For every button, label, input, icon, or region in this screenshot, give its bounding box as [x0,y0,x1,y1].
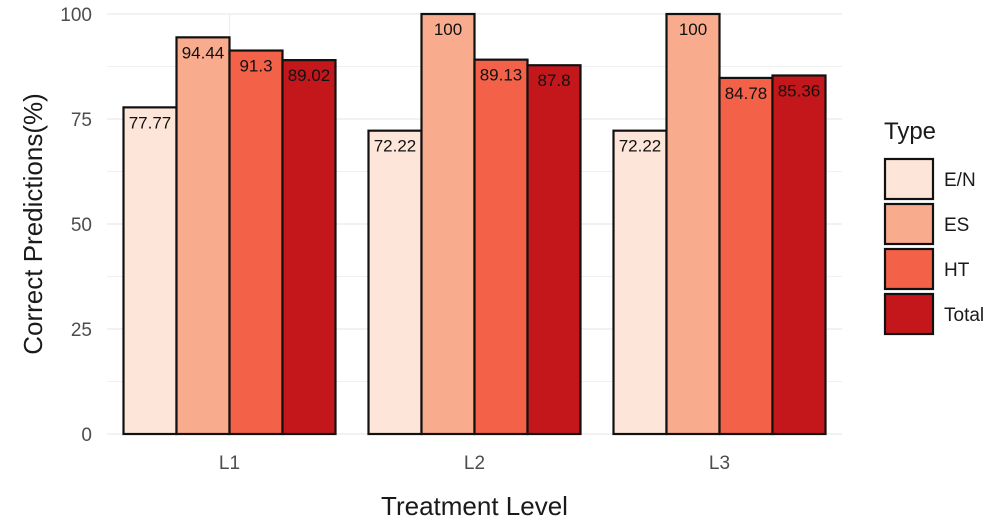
bar-value-label: 89.13 [480,66,523,85]
bar [473,58,529,436]
bar [612,129,668,436]
legend-label: E/N [944,170,976,191]
bar-value-label: 84.78 [725,84,768,103]
y-axis-ticks: 0 25 50 75 100 [60,5,92,446]
bar [228,49,284,436]
legend-swatch [883,247,935,291]
bar-value-label: 89.02 [288,66,331,85]
x-axis-ticks: L1 L2 L3 [219,453,730,474]
y-tick-label: 25 [71,320,92,341]
legend-swatch [883,292,935,336]
x-axis-title: Treatment Level [381,491,568,521]
bar [718,76,774,436]
y-tick-label: 100 [60,5,92,26]
data-labels: 77.77 94.44 91.3 89.02 72.22 100 89.13 87.8 72.2… [129,20,821,156]
legend-title: Type [884,118,936,145]
bar [420,12,476,436]
bar [367,129,423,436]
legend-items: E/N ES HT Total [883,157,984,336]
bar-value-label: 72.22 [374,137,417,156]
bar-value-label: 72.22 [619,137,662,156]
legend-label: HT [944,260,970,281]
bar-value-label: 77.77 [129,113,172,132]
x-tick-label: L3 [709,453,730,474]
legend-swatch [883,202,935,246]
bar [665,12,721,436]
bar-value-label: 94.44 [182,43,225,62]
bar-value-label: 91.3 [239,57,272,76]
bar-value-label: 100 [434,20,462,39]
y-tick-label: 50 [71,215,92,236]
x-tick-label: L1 [219,453,240,474]
y-axis-title: Correct Predictions(%) [18,93,48,355]
legend: Type E/N ES HT Total [883,118,984,336]
bar [526,64,582,436]
bar [122,106,178,436]
bars [122,12,827,436]
bar-value-label: 85.36 [778,81,821,100]
x-tick-label: L2 [464,453,485,474]
bar [771,74,827,436]
bar [175,36,231,436]
bar-value-label: 100 [679,20,707,39]
bar [281,59,337,436]
y-tick-label: 0 [81,425,92,446]
legend-label: ES [944,215,969,236]
y-tick-label: 75 [71,110,92,131]
bar-value-label: 87.8 [537,71,570,90]
legend-swatch [883,157,935,201]
legend-label: Total [944,305,984,326]
